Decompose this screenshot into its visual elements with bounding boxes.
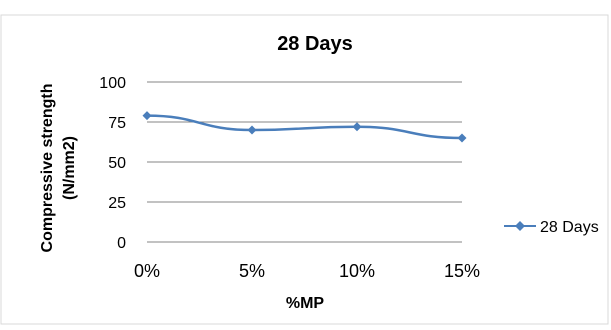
series-line-0 xyxy=(146,114,463,140)
data-point-0-3 xyxy=(457,133,467,143)
x-tick-label-2: 10% xyxy=(339,261,375,281)
y-tick-label-0: 0 xyxy=(117,235,126,252)
chart-title: 28 Days xyxy=(277,33,353,55)
y-tick-label-50: 50 xyxy=(108,155,126,172)
y-tick-label-100: 100 xyxy=(99,75,126,92)
y-axis-title-line-1: Compressive strength xyxy=(39,84,56,253)
y-tick-label-25: 25 xyxy=(108,195,126,212)
y-axis-title-line-2: (N/mm2) xyxy=(61,136,78,200)
legend: 28 Days xyxy=(504,219,599,236)
legend-marker-28-days xyxy=(515,221,525,231)
x-tick-label-3: 15% xyxy=(444,261,480,281)
x-tick-label-0: 0% xyxy=(134,261,160,281)
x-axis-tick-labels: 0% 5% 10% 15% xyxy=(134,261,480,281)
data-point-0-2 xyxy=(352,122,362,132)
x-tick-label-1: 5% xyxy=(239,261,265,281)
y-axis-title: Compressive strength (N/mm2) xyxy=(39,84,78,253)
y-tick-label-75: 75 xyxy=(108,115,126,132)
legend-label-28-days: 28 Days xyxy=(540,219,599,236)
data-point-0-1 xyxy=(247,125,257,135)
chart-border xyxy=(0,14,609,325)
x-axis-title: %MP xyxy=(286,295,325,312)
data-point-0-0 xyxy=(142,111,152,121)
y-axis-tick-labels: 0 25 50 75 100 xyxy=(99,75,126,252)
series-layer xyxy=(142,111,467,143)
